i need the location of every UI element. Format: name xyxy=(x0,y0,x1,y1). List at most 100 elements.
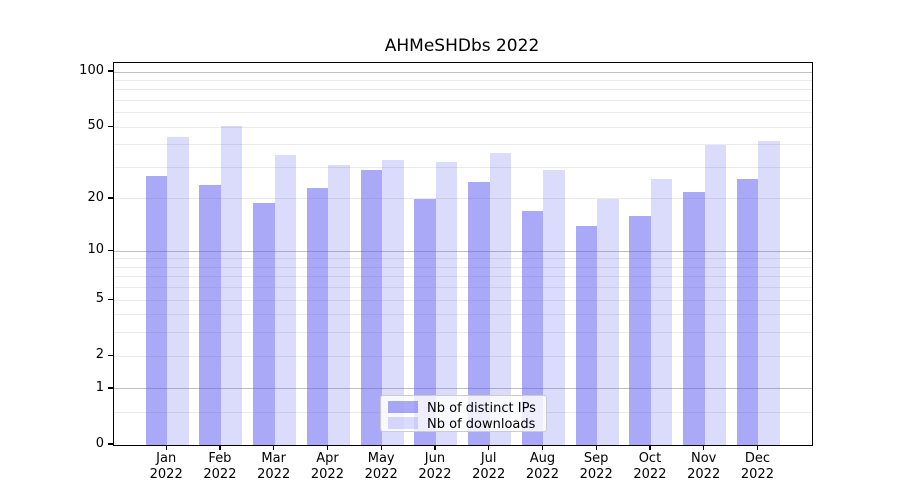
x-tick-label-month: Apr xyxy=(316,451,339,466)
y-tick-mark xyxy=(108,387,113,389)
y-tick-label-50: 50 xyxy=(87,118,104,134)
y-tick-label-10: 10 xyxy=(87,242,104,258)
bar-distinct-ips-jan xyxy=(145,175,168,445)
x-tick-mark xyxy=(649,445,651,450)
bar-distinct-ips-jun xyxy=(414,198,436,445)
legend-row-distinct-ips: Nb of distinct IPs xyxy=(388,399,546,416)
plot-area: Nb of distinct IPs Nb of downloads xyxy=(113,62,813,446)
bar-downloads-aug xyxy=(543,170,565,445)
x-tick-label-month: Feb xyxy=(208,451,232,466)
gridlines-layer xyxy=(114,63,812,445)
x-tick-label-year: 2022 xyxy=(203,467,237,482)
y-tick-mark xyxy=(108,70,113,72)
bar-downloads-feb xyxy=(220,125,243,445)
bar-downloads-sep xyxy=(597,198,619,445)
x-tick-label-month: Jul xyxy=(480,451,497,466)
gridline-minor xyxy=(114,100,812,102)
legend-label-distinct-ips: Nb of distinct IPs xyxy=(427,401,536,416)
y-tick-label-5: 5 xyxy=(95,291,104,307)
y-tick-mark xyxy=(108,443,113,445)
bar-distinct-ips-oct xyxy=(629,216,651,445)
gridline-minor xyxy=(114,332,812,334)
bar-downloads-may xyxy=(382,160,404,445)
bars-layer xyxy=(114,63,812,445)
y-tick-mark xyxy=(108,354,113,356)
x-tick-label-month: Jan xyxy=(156,451,177,466)
bar-distinct-ips-dec xyxy=(736,178,759,445)
bar-distinct-ips-feb xyxy=(199,184,221,445)
bar-downloads-jun xyxy=(435,162,458,445)
gridline-minor xyxy=(114,144,812,146)
bar-downloads-dec xyxy=(758,141,780,445)
bar-distinct-ips-mar xyxy=(253,202,275,445)
gridline-minor xyxy=(114,287,812,289)
y-tick-mark xyxy=(108,298,113,300)
x-tick-mark xyxy=(703,445,705,450)
x-tick-mark xyxy=(488,445,490,450)
x-tick-label-month: May xyxy=(367,451,395,466)
x-tick-mark xyxy=(434,445,436,450)
x-tick-label-year: 2022 xyxy=(525,467,559,482)
x-tick-label-year: 2022 xyxy=(310,467,344,482)
chart-title: AHMeSHDbs 2022 xyxy=(384,36,540,56)
x-tick-label-year: 2022 xyxy=(149,467,183,482)
x-tick-mark xyxy=(219,445,221,450)
x-tick-mark xyxy=(541,445,544,450)
legend-swatch-distinct-ips xyxy=(388,401,418,413)
y-tick-label-20: 20 xyxy=(87,189,104,205)
gridline-minor xyxy=(114,355,812,357)
gridline-minor xyxy=(114,79,812,81)
bar-downloads-mar xyxy=(274,155,297,445)
bar-downloads-apr xyxy=(328,164,350,445)
y-tick-label-1: 1 xyxy=(95,379,104,395)
gridline-minor xyxy=(114,258,812,260)
gridline-minor xyxy=(114,126,812,128)
gridline-major xyxy=(114,250,812,252)
gridline-minor xyxy=(114,276,812,278)
bar-distinct-ips-apr xyxy=(306,188,329,445)
x-tick-mark xyxy=(165,445,167,450)
y-tick-mark xyxy=(108,249,113,251)
x-tick-label-month: Dec xyxy=(744,451,771,466)
x-tick-mark xyxy=(273,445,275,450)
gridline-minor xyxy=(114,167,812,168)
x-tick-mark xyxy=(756,445,759,450)
x-tick-label-month: Oct xyxy=(638,451,662,466)
gridline-minor xyxy=(114,314,812,316)
bar-downloads-oct xyxy=(650,178,673,445)
bar-distinct-ips-aug xyxy=(521,211,544,445)
legend-swatch-downloads xyxy=(388,417,418,429)
gridline-major xyxy=(114,388,812,390)
x-tick-label-month: Jun xyxy=(424,451,446,466)
x-tick-label-month: Sep xyxy=(583,451,609,466)
bar-distinct-ips-may xyxy=(360,170,383,445)
x-tick-mark xyxy=(380,445,382,450)
gridline-minor xyxy=(114,266,812,268)
x-tick-label-year: 2022 xyxy=(257,467,291,482)
legend-row-downloads: Nb of downloads xyxy=(388,415,546,432)
x-tick-label-year: 2022 xyxy=(579,467,613,482)
x-tick-label-month: Aug xyxy=(529,451,556,466)
x-tick-label-month: Nov xyxy=(691,451,717,466)
bar-distinct-ips-nov xyxy=(683,191,705,445)
gridline-minor xyxy=(114,299,812,301)
y-tick-label-100: 100 xyxy=(79,63,104,79)
x-tick-label-year: 2022 xyxy=(740,467,774,482)
bar-distinct-ips-jul xyxy=(468,181,490,445)
x-tick-label-month: Mar xyxy=(261,451,286,466)
legend: Nb of distinct IPs Nb of downloads xyxy=(380,395,547,432)
gridline-major xyxy=(114,71,812,73)
legend-label-downloads: Nb of downloads xyxy=(427,417,536,432)
x-tick-label-year: 2022 xyxy=(687,467,721,482)
x-tick-label-year: 2022 xyxy=(364,467,398,482)
y-tick-mark xyxy=(108,197,113,199)
bar-downloads-jan xyxy=(167,137,189,445)
x-tick-label-year: 2022 xyxy=(472,467,506,482)
x-tick-mark xyxy=(326,445,329,450)
y-tick-mark xyxy=(108,125,113,127)
y-tick-label-2: 2 xyxy=(95,347,104,363)
x-tick-label-year: 2022 xyxy=(418,467,452,482)
bar-downloads-jul xyxy=(489,153,512,445)
bar-distinct-ips-sep xyxy=(575,226,598,445)
